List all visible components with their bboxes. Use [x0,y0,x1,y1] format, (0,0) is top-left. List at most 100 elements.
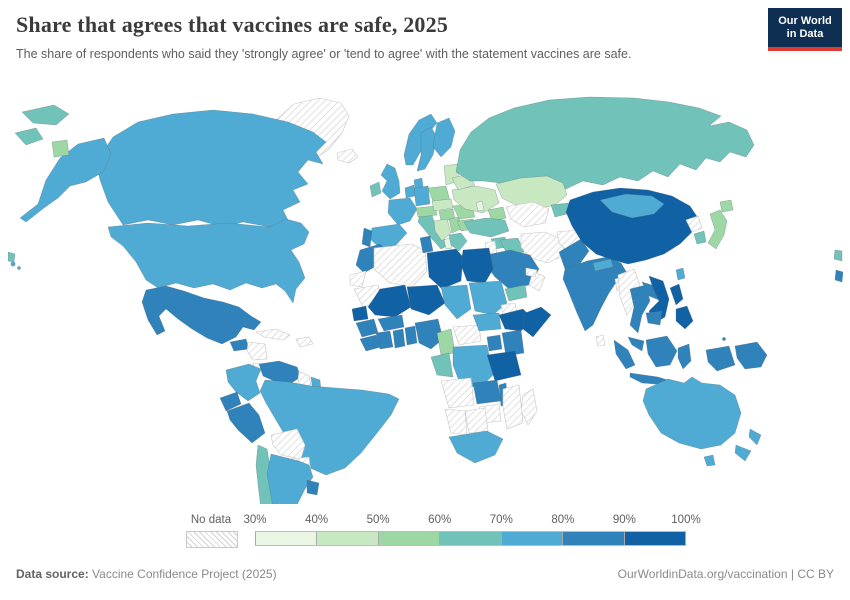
country-iran[interactable] [520,231,566,264]
country-alaska[interactable] [19,137,112,223]
country-greece[interactable] [448,232,468,252]
country-sweden[interactable] [416,126,438,172]
country-moldova[interactable] [475,200,485,212]
country-canada[interactable] [95,109,327,228]
country-egypt[interactable] [460,247,494,284]
country-united-states[interactable] [107,218,310,304]
country-western-sahara[interactable] [349,270,367,288]
country-japan-hokkaido[interactable] [719,199,734,213]
country-new-zealand-south[interactable] [734,444,752,462]
country-melanesia-islands-2[interactable] [737,347,741,351]
country-hispaniola[interactable] [295,336,314,348]
legend-bin-70-80[interactable] [500,532,563,545]
country-switzerland-austria[interactable] [415,205,438,218]
world-choropleth-map[interactable] [8,92,843,504]
country-portugal[interactable] [361,227,373,248]
country-russia-wrap-a[interactable] [21,104,70,126]
country-tanzania[interactable] [486,350,522,382]
country-indonesia-borneo[interactable] [645,335,678,368]
country-south-africa[interactable] [448,430,504,464]
country-libya[interactable] [426,248,464,290]
country-turkey[interactable] [463,217,510,238]
legend-bin-60-70[interactable] [439,532,501,545]
legend-bin-90-100[interactable] [623,532,685,545]
country-china[interactable] [565,187,699,265]
country-uzbekistan-turkmenistan[interactable] [505,201,550,228]
country-germany[interactable] [413,185,431,207]
country-kenya[interactable] [501,329,525,357]
country-papua-new-guinea[interactable] [734,341,768,370]
country-bering-island[interactable] [51,139,70,158]
country-pakistan[interactable] [558,238,590,270]
country-france[interactable] [387,197,418,226]
legend-bin-50-60[interactable] [377,532,440,545]
country-mozambique[interactable] [502,384,524,430]
country-edge-fragment-right-a[interactable] [833,249,843,262]
legend-bin-80-90[interactable] [562,532,624,545]
country-sri-lanka[interactable] [595,334,606,347]
country-spain[interactable] [369,223,408,249]
country-japan[interactable] [707,209,728,250]
country-venezuela[interactable] [258,360,302,386]
country-balkans-west[interactable] [433,218,452,242]
country-mongolia[interactable] [599,193,665,219]
country-brazil[interactable] [259,379,400,476]
country-finland[interactable] [432,117,456,158]
country-philippines-luzon[interactable] [669,283,684,306]
country-madagascar[interactable] [520,388,538,426]
country-burkina-faso[interactable] [377,314,405,332]
country-guatemala[interactable] [229,338,250,352]
country-ivory-coast[interactable] [375,330,394,350]
country-gabon-congo[interactable] [430,352,454,378]
country-russia-wrap-b[interactable] [14,127,44,146]
country-mexico[interactable] [141,285,262,345]
country-chad[interactable] [440,284,472,320]
country-guinea[interactable] [355,318,379,338]
country-hawaii-2[interactable] [17,266,21,270]
legend-bin-40-50[interactable] [316,532,378,545]
country-algeria[interactable] [373,243,428,288]
country-indonesia-sulawesi[interactable] [677,343,692,370]
country-malaysia[interactable] [627,336,645,352]
country-cambodia[interactable] [645,310,663,326]
country-south-korea[interactable] [693,230,707,245]
country-united-kingdom[interactable] [380,163,401,200]
country-peru[interactable] [226,402,266,444]
country-nepal[interactable] [592,258,614,272]
owid-logo[interactable]: Our World in Data [768,8,842,51]
country-tunisia[interactable] [419,235,434,254]
country-namibia[interactable] [444,408,468,436]
country-nigeria[interactable] [414,318,444,350]
country-melanesia-islands[interactable] [722,337,726,341]
country-argentina[interactable] [266,453,314,504]
country-togo-benin[interactable] [404,325,418,346]
legend-no-data-swatch[interactable] [186,531,238,548]
footer-attribution[interactable]: OurWorldinData.org/vaccination | CC BY [617,567,834,581]
country-niger[interactable] [406,284,446,316]
country-zambia[interactable] [472,379,502,405]
country-caucasus[interactable] [487,206,507,222]
country-ghana[interactable] [392,328,406,349]
country-uruguay[interactable] [306,479,320,496]
country-sudan[interactable] [468,280,508,316]
country-taiwan[interactable] [675,267,686,281]
legend-bin-30-40[interactable] [255,532,317,545]
country-netherlands-belgium[interactable] [404,184,416,199]
country-central-african-republic[interactable] [452,324,482,346]
country-angola[interactable] [440,377,475,409]
country-cuba[interactable] [255,328,291,341]
country-czechia-slovakia[interactable] [431,198,454,212]
country-kazakhstan[interactable] [495,175,568,210]
country-honduras-nicaragua[interactable] [246,341,268,361]
country-north-korea[interactable] [685,215,703,233]
country-south-sudan[interactable] [472,312,502,332]
country-edge-fragment-right-b[interactable] [834,269,843,283]
country-uae[interactable] [525,267,538,278]
country-indonesia-papua[interactable] [705,345,736,372]
country-tasmania[interactable] [703,454,716,467]
country-botswana[interactable] [464,407,489,434]
legend-color-bar[interactable] [255,531,686,546]
country-philippines-south[interactable] [675,305,694,330]
country-uganda[interactable] [486,334,503,352]
country-australia[interactable] [642,376,742,450]
